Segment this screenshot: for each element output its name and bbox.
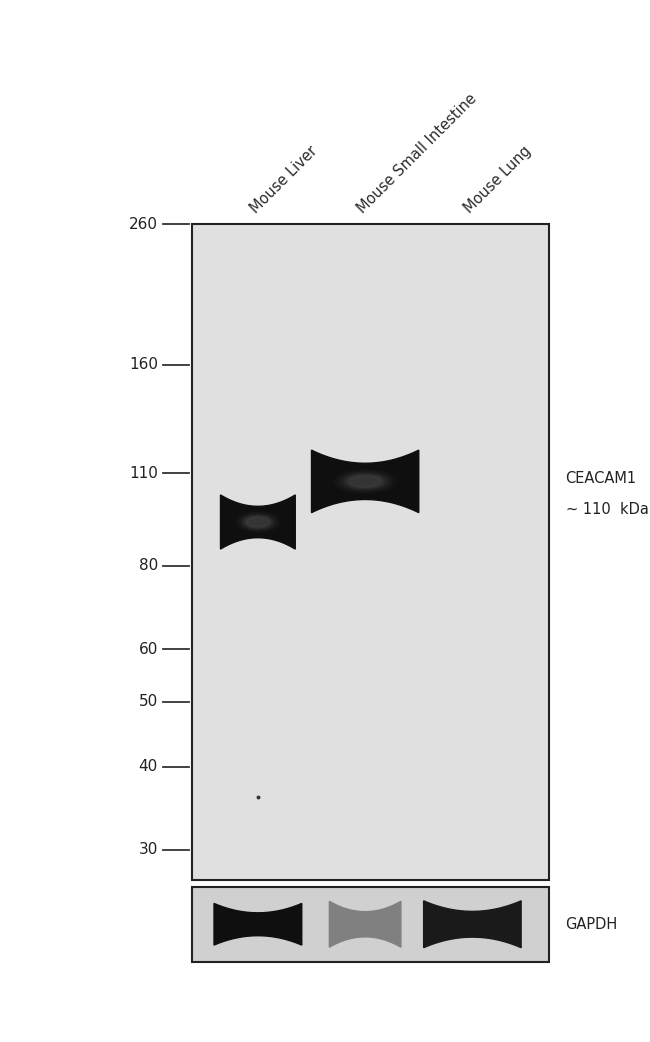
Text: 110: 110 (129, 466, 158, 480)
Text: Mouse Liver: Mouse Liver (247, 143, 320, 216)
Polygon shape (311, 450, 419, 513)
Text: 50: 50 (138, 694, 158, 710)
Polygon shape (424, 900, 521, 948)
Bar (192, 224, 549, 880)
Text: Mouse Small Intestine: Mouse Small Intestine (354, 91, 480, 216)
Text: 60: 60 (138, 642, 158, 656)
Text: GAPDH: GAPDH (566, 917, 618, 932)
Bar (192, 887, 549, 962)
Text: Mouse Lung: Mouse Lung (462, 143, 534, 216)
Text: 80: 80 (138, 559, 158, 573)
Text: 160: 160 (129, 357, 158, 372)
Text: 30: 30 (138, 842, 158, 858)
Text: 40: 40 (138, 759, 158, 774)
Polygon shape (214, 903, 302, 945)
Text: CEACAM1: CEACAM1 (566, 471, 636, 486)
Text: 260: 260 (129, 217, 158, 231)
Polygon shape (330, 901, 401, 947)
Text: ~ 110  kDa: ~ 110 kDa (566, 502, 649, 517)
Polygon shape (220, 495, 295, 549)
